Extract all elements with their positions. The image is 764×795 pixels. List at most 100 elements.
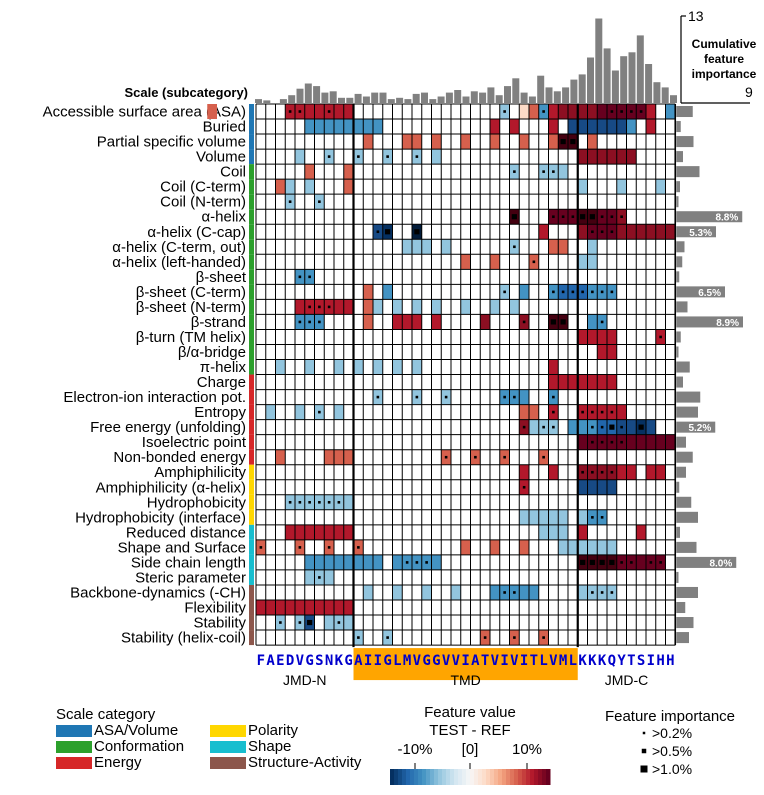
heatmap-cell [577, 509, 588, 525]
importance-legend-label: >1.0% [652, 761, 692, 777]
row-importance-label: 8.8% [715, 213, 738, 224]
heatmap-cell [519, 509, 529, 525]
heatmap-cell [324, 599, 334, 616]
importance-mark [503, 110, 506, 113]
feature-value-subtitle: TEST - REF [429, 722, 511, 739]
importance-mark [552, 425, 555, 429]
column-importance-bar [412, 93, 420, 103]
category-strip [249, 209, 254, 225]
heatmap-cell [577, 149, 588, 165]
row-importance-bar [676, 526, 680, 538]
heatmap-cell [285, 179, 295, 195]
heatmap-cell [275, 359, 286, 375]
column-importance-bar [545, 87, 553, 103]
row-label: Stability (helix-coil) [121, 630, 246, 647]
category-strip [249, 359, 254, 375]
category-strip [249, 344, 254, 360]
residue-letter: T [530, 653, 538, 669]
heatmap-cell [626, 464, 637, 480]
heatmap-cell [626, 224, 637, 240]
importance-legend-label: >0.5% [652, 743, 692, 759]
importance-mark [327, 305, 331, 309]
category-strip [249, 284, 254, 300]
importance-mark [357, 636, 360, 639]
heatmap-cell [568, 374, 578, 390]
importance-mark [337, 500, 341, 504]
heatmap-cell [587, 119, 598, 135]
heatmap-cell [295, 404, 305, 420]
importance-mark [357, 546, 360, 549]
row-importance-bar [676, 121, 681, 133]
heatmap-cell [275, 179, 286, 195]
colorbar-segment [390, 769, 395, 785]
row-label: Isoelectric point [142, 434, 247, 451]
colorbar-segment [446, 769, 451, 785]
importance-mark [620, 215, 623, 219]
residue-letter: L [569, 653, 577, 669]
category-strip [249, 269, 254, 285]
importance-mark [327, 155, 331, 158]
residue-letter: K [588, 653, 597, 669]
colorbar-segment [438, 769, 443, 785]
heatmap-cell [402, 134, 412, 150]
row-label: β-sheet (C-term) [136, 284, 246, 301]
column-importance-bar [404, 99, 412, 103]
row-importance-bar [676, 541, 697, 553]
importance-mark [580, 559, 586, 566]
heatmap-cell [314, 524, 325, 540]
importance-mark [591, 440, 594, 444]
heatmap-cell [304, 119, 315, 135]
heatmap-cell [304, 599, 315, 616]
residue-letter: H [666, 653, 674, 669]
heatmap-cell [480, 314, 490, 330]
heatmap-cell [373, 554, 383, 570]
heatmap-cell [636, 224, 646, 240]
importance-mark [522, 320, 526, 324]
heatmap-cell [607, 119, 617, 135]
residue-letter: I [461, 653, 469, 669]
region-label: TMD [450, 672, 480, 688]
category-strip [249, 119, 254, 135]
importance-mark [279, 621, 282, 624]
heatmap-cell [412, 314, 422, 330]
residue-letter: N [325, 653, 333, 669]
colorbar-tick-label: [0] [462, 741, 479, 758]
category-legend-label: Polarity [248, 722, 299, 739]
heatmap-cell [314, 554, 325, 570]
heatmap-cell [558, 164, 568, 180]
heatmap-cell [295, 149, 305, 165]
category-strip [249, 179, 254, 195]
heatmap-cell [490, 254, 500, 270]
region-labels: JMD-N TMD JMD-C [283, 672, 648, 688]
column-importance-bar [354, 93, 362, 103]
heatmap-cell [655, 179, 666, 195]
row-importance-label: 8.9% [716, 318, 739, 329]
heatmap-cell [616, 179, 627, 195]
importance-mark [405, 561, 409, 564]
heatmap-cell [587, 329, 598, 345]
residue-letter: M [403, 653, 411, 669]
heatmap-cell [431, 314, 442, 330]
row-importance-bar [676, 106, 693, 118]
heatmap-cell [548, 374, 559, 390]
heatmap-cell [295, 299, 305, 315]
colorbar-segment [546, 769, 551, 785]
heatmap-cell [607, 539, 617, 555]
row-label: Volume [196, 149, 246, 166]
heatmap-cell [490, 539, 500, 555]
importance-mark [591, 230, 594, 234]
column-importance-bar [537, 75, 545, 103]
column-importance-bar [595, 18, 603, 103]
row-label: Amphiphilicity (α-helix) [96, 479, 246, 496]
importance-mark [570, 138, 576, 145]
heatmap-cell [334, 524, 344, 540]
heatmap-cell [577, 434, 588, 450]
row-importance-label: 5.2% [688, 423, 711, 434]
heatmap-cell [392, 299, 403, 315]
heatmap-cell [421, 239, 432, 255]
colorbar-segment [450, 769, 455, 785]
heatmap-cell [587, 314, 598, 330]
heatmap-cell [616, 149, 627, 165]
importance-mark [610, 410, 614, 414]
column-importance-bar [670, 95, 677, 103]
